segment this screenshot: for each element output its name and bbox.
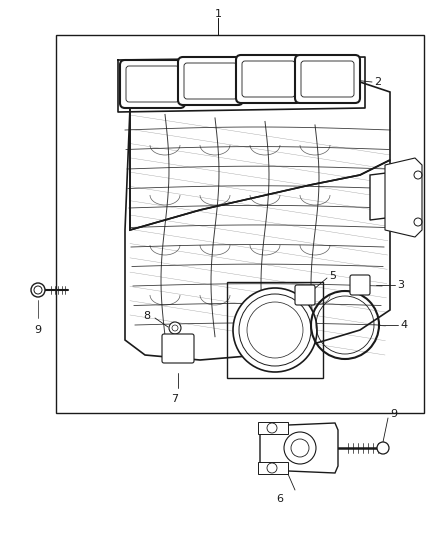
Bar xyxy=(227,282,323,378)
FancyBboxPatch shape xyxy=(295,55,360,103)
Text: 9: 9 xyxy=(35,325,42,335)
Circle shape xyxy=(169,322,181,334)
Polygon shape xyxy=(370,170,415,220)
FancyBboxPatch shape xyxy=(236,55,301,103)
Text: 6: 6 xyxy=(276,494,283,504)
FancyBboxPatch shape xyxy=(350,275,370,295)
Bar xyxy=(56,35,424,413)
Polygon shape xyxy=(260,423,338,473)
FancyBboxPatch shape xyxy=(162,334,194,363)
Text: 7: 7 xyxy=(171,394,179,404)
Text: 4: 4 xyxy=(400,320,407,330)
Text: 2: 2 xyxy=(374,77,381,87)
Circle shape xyxy=(377,442,389,454)
Polygon shape xyxy=(385,158,422,237)
Circle shape xyxy=(233,288,317,372)
Text: 8: 8 xyxy=(143,311,150,321)
FancyBboxPatch shape xyxy=(178,57,243,105)
FancyBboxPatch shape xyxy=(120,60,185,108)
FancyBboxPatch shape xyxy=(295,285,315,305)
Text: 1: 1 xyxy=(215,9,222,19)
Bar xyxy=(258,422,288,434)
Text: 3: 3 xyxy=(397,280,404,290)
Text: 5: 5 xyxy=(329,271,336,281)
Polygon shape xyxy=(125,108,390,360)
Circle shape xyxy=(31,283,45,297)
Bar xyxy=(258,462,288,474)
Text: 9: 9 xyxy=(390,409,397,419)
